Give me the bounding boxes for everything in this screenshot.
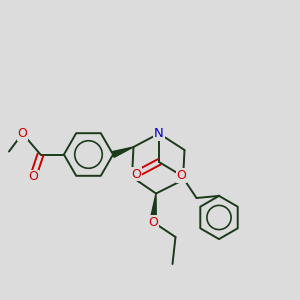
Text: O: O <box>18 127 27 140</box>
Text: O: O <box>148 215 158 229</box>
Text: O: O <box>28 170 38 184</box>
Polygon shape <box>150 194 156 222</box>
Text: O: O <box>177 169 186 182</box>
Polygon shape <box>112 147 134 157</box>
Text: O: O <box>132 167 141 181</box>
Text: N: N <box>154 127 164 140</box>
